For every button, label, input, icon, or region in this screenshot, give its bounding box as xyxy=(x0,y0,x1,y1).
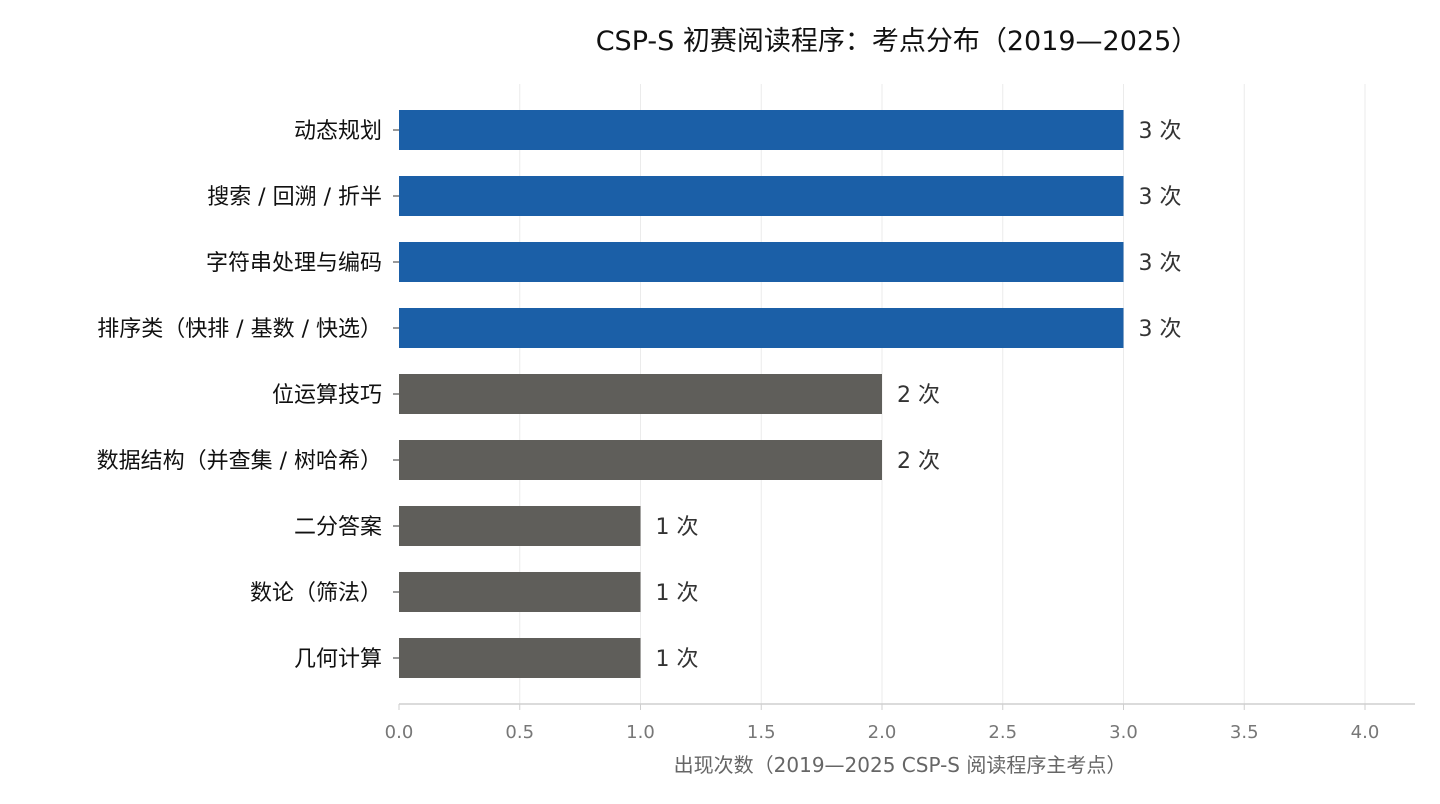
bars xyxy=(399,110,1124,678)
category-label: 几何计算 xyxy=(294,647,382,672)
x-tick-label: 2.0 xyxy=(868,722,897,743)
x-axis-label: 出现次数（2019—2025 CSP-S 阅读程序主考点） xyxy=(674,753,1127,777)
bar xyxy=(399,176,1124,216)
data-label: 2 次 xyxy=(897,383,940,408)
bar xyxy=(399,440,882,480)
x-tick-label: 1.5 xyxy=(747,722,776,743)
x-tick-label: 3.5 xyxy=(1230,722,1259,743)
category-label: 搜索 / 回溯 / 折半 xyxy=(207,185,382,210)
data-label: 3 次 xyxy=(1139,251,1182,276)
category-label: 二分答案 xyxy=(294,515,382,540)
category-label: 位运算技巧 xyxy=(272,383,382,408)
x-tick-label: 4.0 xyxy=(1351,722,1380,743)
bar xyxy=(399,374,882,414)
bar xyxy=(399,506,641,546)
bar xyxy=(399,308,1124,348)
bar xyxy=(399,110,1124,150)
bar xyxy=(399,242,1124,282)
x-tick-label: 0.5 xyxy=(505,722,534,743)
data-label: 3 次 xyxy=(1139,185,1182,210)
chart-title: CSP-S 初赛阅读程序：考点分布（2019—2025） xyxy=(596,26,1199,57)
data-label: 3 次 xyxy=(1139,119,1182,144)
category-label: 字符串处理与编码 xyxy=(206,251,382,276)
data-label: 1 次 xyxy=(656,581,699,606)
bar xyxy=(399,572,641,612)
x-tick-label: 1.0 xyxy=(626,722,655,743)
data-label: 1 次 xyxy=(656,515,699,540)
category-label: 排序类（快排 / 基数 / 快选） xyxy=(97,317,382,342)
x-axis: 0.0 0.5 1.0 1.5 2.0 2.5 3.0 3.5 4.0 xyxy=(385,703,1415,743)
x-tick-label: 2.5 xyxy=(988,722,1017,743)
category-label: 动态规划 xyxy=(294,119,382,144)
x-tick-label: 0.0 xyxy=(385,722,414,743)
category-label: 数论（筛法） xyxy=(250,581,382,606)
data-label: 1 次 xyxy=(656,647,699,672)
data-label: 3 次 xyxy=(1139,317,1182,342)
x-tick-label: 3.0 xyxy=(1109,722,1138,743)
value-labels: 3 次 3 次 3 次 3 次 2 次 2 次 1 次 1 次 1 次 xyxy=(656,119,1182,672)
data-label: 2 次 xyxy=(897,449,940,474)
bar xyxy=(399,638,641,678)
category-label: 数据结构（并查集 / 树哈希） xyxy=(97,449,382,474)
